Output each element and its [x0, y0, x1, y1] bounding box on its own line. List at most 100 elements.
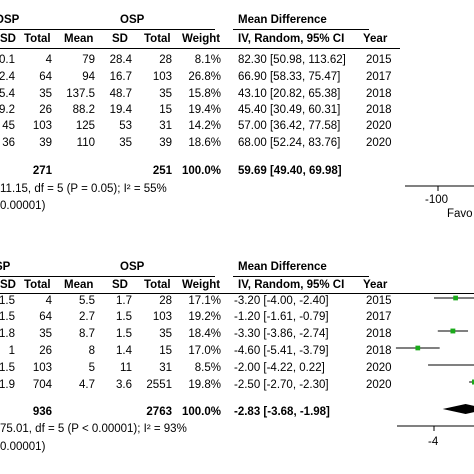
- p2-header-rule: [0, 276, 215, 277]
- cell-mean2: 4.7: [79, 379, 95, 391]
- cell-sd1: 1.9: [0, 379, 15, 391]
- p2-effect-header: Mean Difference: [238, 261, 327, 273]
- cell-mean2: 5: [88, 362, 95, 374]
- cell-mean2: 94: [82, 71, 95, 83]
- p1-group2-header: OSP: [120, 14, 145, 26]
- cell-n2: 15: [159, 104, 172, 116]
- cell-n2: 31: [159, 120, 172, 132]
- effect-square: [450, 328, 456, 334]
- cell-sd1: 0.1: [0, 54, 15, 66]
- cell-n2: 103: [152, 71, 172, 83]
- p1-header-rule: [0, 29, 215, 30]
- cell-weight: 19.2%: [188, 311, 221, 323]
- cell-sd1: 9.2: [0, 104, 15, 116]
- cell-sd2: 1.5: [116, 328, 132, 340]
- cell-n1: 39: [39, 137, 52, 149]
- p1-overall-test: 0.00001): [0, 200, 46, 212]
- p2-colhead-rule: [0, 293, 474, 294]
- p2-group2-header: OSP: [120, 261, 145, 273]
- cell-mean2: 125: [75, 120, 95, 132]
- total-n1: 271: [32, 165, 52, 177]
- total-weight: 100.0%: [181, 406, 221, 418]
- cell-n1: 704: [32, 379, 52, 391]
- cell-n1: 64: [39, 71, 52, 83]
- cell-ci: -3.20 [-4.00, -2.40]: [234, 295, 329, 307]
- p2-col-year: Year: [363, 279, 388, 291]
- total-ci: -2.83 [-3.68, -1.98]: [234, 406, 330, 418]
- p2-col-ci: IV, Random, 95% CI: [238, 279, 345, 291]
- cell-n2: 28: [159, 295, 172, 307]
- cell-n1: 103: [32, 362, 52, 374]
- p1-group1-header: OSP: [0, 14, 20, 26]
- cell-year: 2018: [366, 104, 392, 116]
- p2-col-total1: Total: [24, 279, 51, 291]
- cell-sd1: 1.8: [0, 328, 15, 340]
- cell-weight: 26.8%: [188, 71, 221, 83]
- cell-mean2: 88.2: [72, 104, 95, 116]
- cell-sd2: 1.7: [116, 295, 132, 307]
- cell-year: 2018: [366, 328, 392, 340]
- cell-n2: 2551: [146, 379, 172, 391]
- cell-sd1: 2.4: [0, 71, 15, 83]
- effect-square: [453, 295, 458, 301]
- cell-mean2: 8.7: [79, 328, 95, 340]
- cell-weight: 19.8%: [188, 379, 221, 391]
- cell-n2: 39: [159, 137, 172, 149]
- cell-n1: 26: [39, 104, 52, 116]
- cell-mean2: 8: [88, 345, 95, 357]
- cell-year: 2017: [366, 311, 392, 323]
- cell-n2: 31: [159, 362, 172, 374]
- effect-square: [415, 345, 421, 351]
- cell-ci: 57.00 [36.42, 77.58]: [238, 120, 341, 132]
- cell-year: 2018: [366, 88, 392, 100]
- cell-ci: 45.40 [30.49, 60.31]: [238, 104, 341, 116]
- cell-year: 2020: [366, 120, 392, 132]
- cell-year: 2020: [366, 379, 392, 391]
- cell-weight: 14.2%: [188, 120, 221, 132]
- cell-sd2: 19.4: [109, 104, 132, 116]
- cell-sd1: 1.5: [0, 362, 15, 374]
- cell-mean2: 5.5: [79, 295, 95, 307]
- cell-ci: 82.30 [50.98, 113.62]: [238, 54, 346, 66]
- cell-ci: -2.00 [-4.22, 0.22]: [234, 362, 325, 374]
- cell-mean2: 2.7: [79, 311, 95, 323]
- cell-ci: 68.00 [52.24, 83.76]: [238, 137, 341, 149]
- p2-group1-header: SP: [0, 261, 11, 273]
- cell-weight: 17.0%: [188, 345, 221, 357]
- cell-n2: 35: [159, 328, 172, 340]
- cell-mean2: 110: [76, 137, 95, 149]
- cell-weight: 17.1%: [188, 295, 221, 307]
- cell-n1: 26: [39, 345, 52, 357]
- cell-n1: 35: [39, 328, 52, 340]
- cell-ci: -2.50 [-2.70, -2.30]: [234, 379, 329, 391]
- total-n2: 2763: [146, 406, 172, 418]
- cell-n2: 103: [152, 311, 172, 323]
- p2-effect-rule: [233, 276, 369, 277]
- cell-sd2: 53: [119, 120, 132, 132]
- p1-col-sd1: SD: [0, 33, 16, 45]
- cell-sd1: 1.5: [0, 295, 15, 307]
- total-n2: 251: [152, 165, 172, 177]
- p2-col-sd2: SD: [112, 279, 128, 291]
- cell-ci: -4.60 [-5.41, -3.79]: [234, 345, 329, 357]
- p2-overall-test: 0.00001): [0, 441, 46, 453]
- cell-n1: 35: [39, 88, 52, 100]
- p1-col-sd2: SD: [112, 33, 128, 45]
- cell-sd1: 45: [2, 120, 15, 132]
- p1-effect-rule: [233, 29, 369, 30]
- cell-weight: 18.4%: [188, 328, 221, 340]
- cell-weight: 8.5%: [194, 362, 221, 374]
- cell-weight: 15.8%: [188, 88, 221, 100]
- p2-tick-label: -4: [428, 436, 439, 448]
- p1-heterogeneity: 11.15, df = 5 (P = 0.05); I² = 55%: [0, 183, 167, 195]
- cell-mean2: 79: [82, 54, 95, 66]
- cell-mean2: 137.5: [66, 88, 95, 100]
- cell-sd2: 28.4: [109, 54, 132, 66]
- cell-sd2: 3.6: [116, 379, 132, 391]
- p1-effect-header: Mean Difference: [238, 14, 327, 26]
- cell-n2: 15: [159, 345, 172, 357]
- cell-n1: 103: [32, 120, 52, 132]
- p1-col-mean2: Mean: [64, 33, 94, 45]
- p1-col-total1: Total: [24, 33, 51, 45]
